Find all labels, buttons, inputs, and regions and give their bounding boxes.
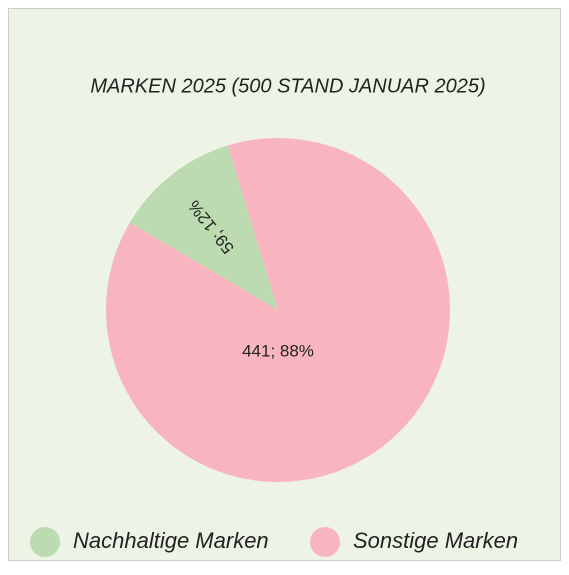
legend-label: Nachhaltige Marken — [73, 528, 269, 553]
chart-title: MARKEN 2025 (500 STAND JANUAR 2025) — [90, 75, 485, 97]
legend-label: Sonstige Marken — [353, 528, 518, 553]
pie-slice — [129, 145, 278, 310]
pie-slice — [105, 137, 450, 482]
legend-swatch — [310, 527, 340, 557]
legend-swatch — [30, 527, 60, 557]
data-label: 441; 88% — [242, 341, 314, 360]
